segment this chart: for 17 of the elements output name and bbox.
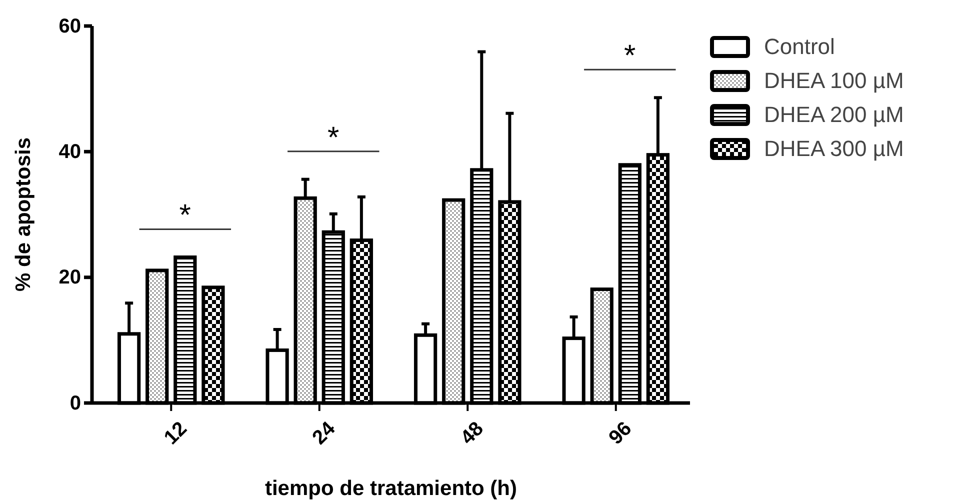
legend-label: Control bbox=[764, 34, 835, 59]
y-tick-label: 60 bbox=[58, 15, 81, 38]
legend-label: DHEA 100 µM bbox=[764, 68, 904, 93]
y-axis-title: % de apoptosis bbox=[12, 137, 35, 292]
x-tick-label: 48 bbox=[456, 418, 488, 449]
y-tick-label: 20 bbox=[58, 266, 81, 289]
annotation: * bbox=[179, 199, 192, 232]
legend-label: DHEA 300 µM bbox=[764, 136, 904, 161]
x-tick-label: 12 bbox=[160, 418, 192, 449]
annotation: * bbox=[328, 121, 340, 154]
x-tick-label: 96 bbox=[604, 418, 636, 449]
y-tick-label: 0 bbox=[70, 392, 81, 414]
x-tick-label: 24 bbox=[308, 417, 340, 449]
y-tick-label: 40 bbox=[58, 141, 81, 164]
legend-label: DHEA 200 µM bbox=[764, 102, 904, 127]
x-axis-title: tiempo de tratamiento (h) bbox=[264, 477, 518, 500]
annotation: * bbox=[624, 40, 636, 73]
